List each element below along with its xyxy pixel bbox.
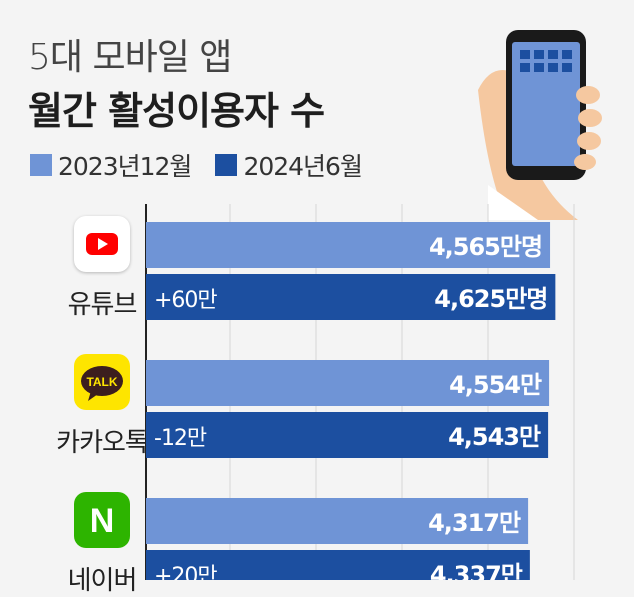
value-label-1-1: 4,543만 xyxy=(448,423,541,451)
bar-0-0 xyxy=(146,222,551,268)
value-label-1-0: 4,554만 xyxy=(449,371,542,399)
change-label-0: +60만 xyxy=(154,288,217,313)
value-label-2-0: 4,317만 xyxy=(428,509,521,537)
bar-2-1 xyxy=(146,550,530,580)
phone-hand-illustration xyxy=(478,30,602,220)
bar-1-1 xyxy=(146,412,549,458)
change-label-2: +20만 xyxy=(154,564,217,580)
legend-label-2023-12: 2023년12월 xyxy=(58,152,192,181)
chart-title-line1: 5대 모바일 앱 xyxy=(28,37,232,78)
bar-2-0 xyxy=(146,498,529,544)
bar-0-1 xyxy=(146,274,556,320)
category-label-youtube: 유튜브 xyxy=(67,290,138,320)
legend: 2023년12월 2024년6월 xyxy=(30,147,386,183)
change-label-1: -12만 xyxy=(154,426,207,451)
legend-swatch-2023-12 xyxy=(30,154,52,176)
legend-swatch-2024-06 xyxy=(215,154,238,176)
kakaotalk-bubble-mark: TALK xyxy=(81,366,123,401)
naver-icon-text: N xyxy=(90,502,115,540)
bar-chart: 4,565만명 4,625만명 +60만 4,554만 4,543만 -12만 4,317만… xyxy=(145,204,575,580)
youtube-play-mark xyxy=(86,233,118,255)
value-label-2-1: 4,337만 xyxy=(430,561,523,580)
kakaotalk-icon-text: TALK xyxy=(86,375,117,389)
chart-title-line2: 월간 활성이용자 수 xyxy=(28,89,325,133)
kakaotalk-icon: TALK xyxy=(74,354,130,410)
legend-label-2024-06: 2024년6월 xyxy=(243,152,363,181)
legend-item-2024-06: 2024년6월 xyxy=(215,147,363,183)
bar-1-0 xyxy=(146,360,550,406)
naver-icon: N xyxy=(74,492,130,548)
category-label-kakaotalk: 카카오톡 xyxy=(56,428,149,458)
value-label-0-0: 4,565만명 xyxy=(429,233,542,261)
value-label-0-1: 4,625만명 xyxy=(434,285,547,313)
youtube-icon xyxy=(74,216,130,272)
naver-n-mark: N xyxy=(90,502,115,540)
legend-item-2023-12: 2023년12월 xyxy=(30,147,192,183)
